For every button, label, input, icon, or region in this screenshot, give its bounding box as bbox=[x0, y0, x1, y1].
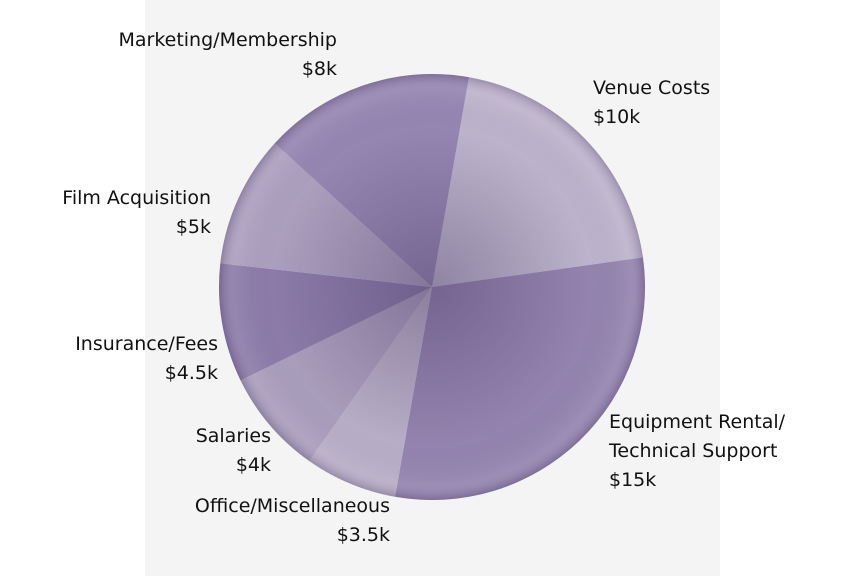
slice-label: Marketing/Membership $8k bbox=[118, 26, 337, 84]
value-label: $15k bbox=[609, 469, 657, 491]
slice-label: Insurance/Fees $4.5k bbox=[75, 330, 218, 388]
value-label: $5k bbox=[175, 216, 211, 238]
value-label: $10k bbox=[593, 106, 641, 128]
category-label: Salaries bbox=[195, 425, 271, 447]
value-label: $3.5k bbox=[336, 524, 390, 546]
pie-slice bbox=[395, 257, 646, 500]
slice-label: Equipment Rental/ Technical Support $15k bbox=[609, 408, 785, 495]
slice-label: Film Acquisition $5k bbox=[62, 184, 211, 242]
slice-label: Office/Miscellaneous $3.5k bbox=[195, 492, 390, 550]
slice-label: Salaries $4k bbox=[196, 422, 271, 480]
category-label: Equipment Rental/ Technical Support bbox=[609, 411, 786, 462]
value-label: $8k bbox=[301, 58, 337, 80]
value-label: $4.5k bbox=[164, 362, 218, 384]
category-label: Office/Miscellaneous bbox=[194, 495, 390, 517]
category-label: Film Acquisition bbox=[62, 187, 211, 209]
slice-label: Venue Costs $10k bbox=[593, 74, 710, 132]
category-label: Marketing/Membership bbox=[118, 29, 337, 51]
category-label: Venue Costs bbox=[593, 77, 711, 99]
value-label: $4k bbox=[235, 454, 271, 476]
category-label: Insurance/Fees bbox=[75, 333, 218, 355]
